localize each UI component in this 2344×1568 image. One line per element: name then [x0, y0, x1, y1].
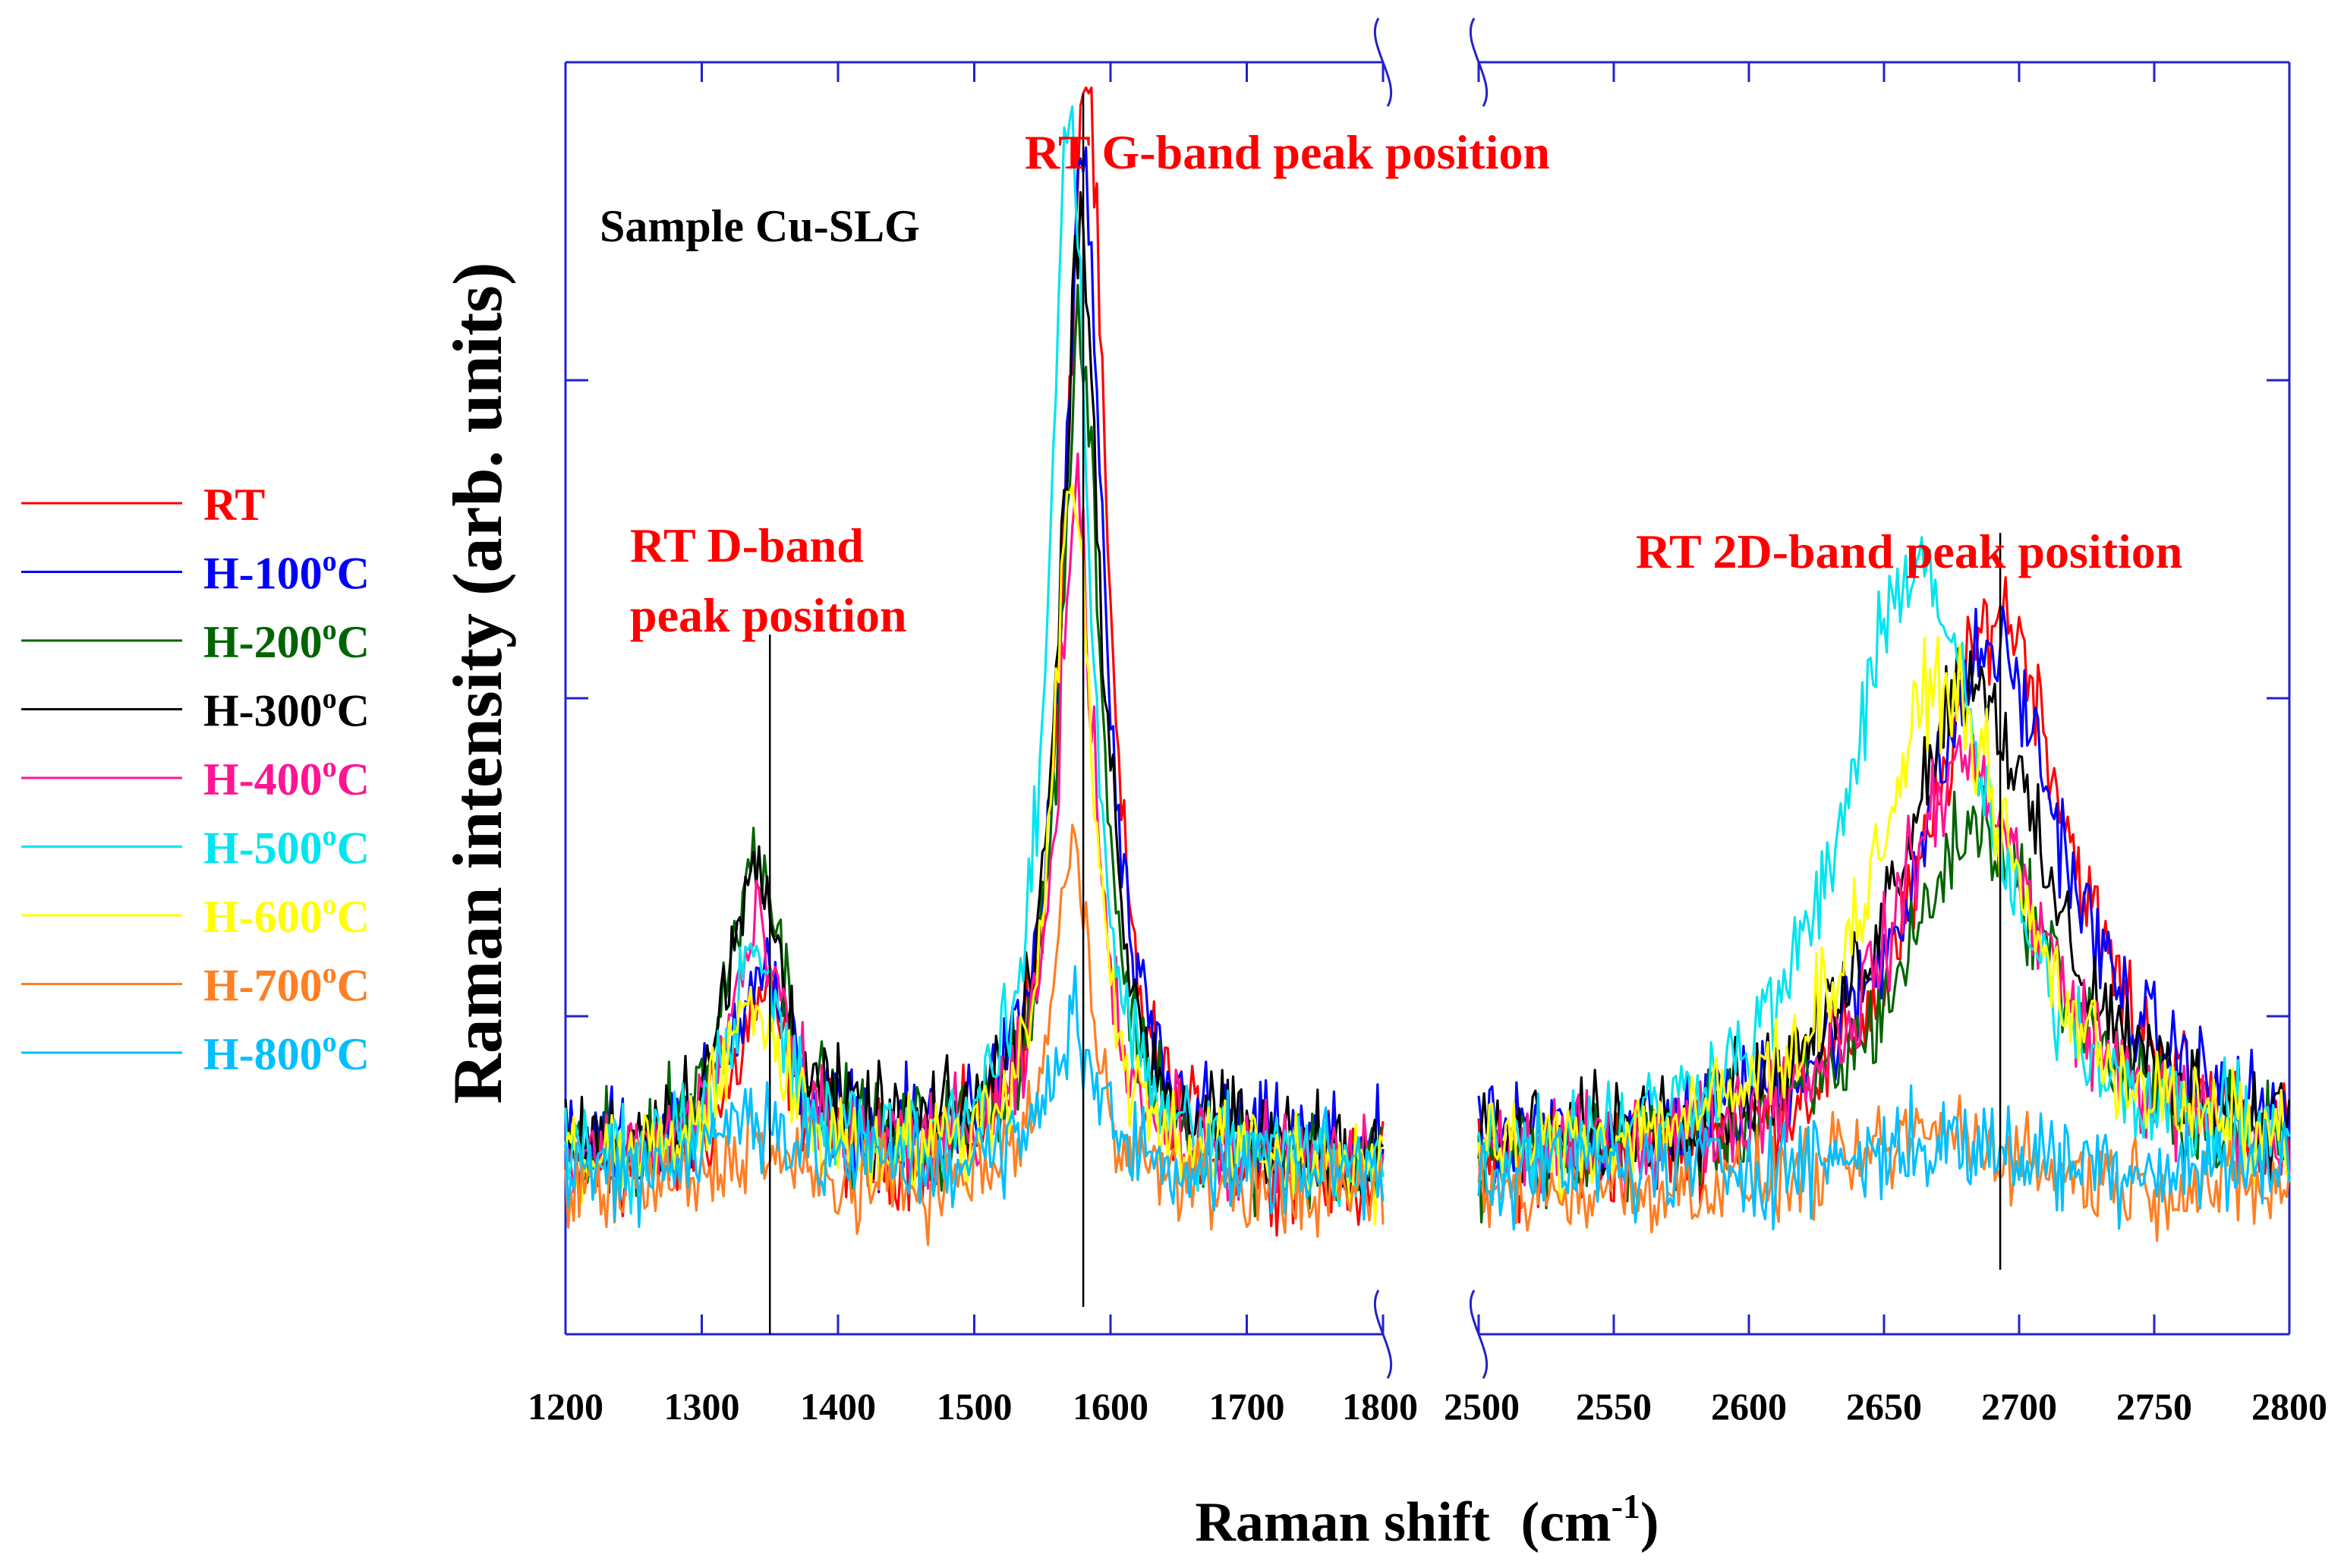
series-line — [564, 965, 1385, 1229]
reference-label: RT D-band — [630, 518, 864, 572]
legend-label: H-700oC — [203, 958, 370, 1011]
reference-label: peak position — [630, 588, 907, 642]
x-tick-label: 2600 — [1711, 1385, 1787, 1428]
series-line — [564, 284, 1384, 1218]
series-line — [1477, 1084, 2291, 1231]
legend-label: H-200oC — [203, 614, 370, 667]
x-tick-label: 1400 — [800, 1385, 876, 1428]
series-line — [564, 86, 1385, 1237]
x-tick-label: 1700 — [1209, 1385, 1285, 1428]
series-line — [564, 190, 1385, 1207]
x-axis-label: Raman shift (cm-1) — [1195, 1487, 1659, 1554]
series-layer — [564, 86, 2291, 1246]
series-h-100 — [564, 146, 2291, 1194]
x-tick-label: 2500 — [1444, 1385, 1520, 1428]
sample-label: Sample Cu-SLG — [600, 201, 920, 251]
x-tick-label: 2800 — [2251, 1385, 2327, 1428]
x-tick-label: 1500 — [937, 1385, 1013, 1428]
y-axis-label: Raman intensity (arb. units) — [439, 262, 516, 1104]
x-tick-label: 2750 — [2116, 1385, 2192, 1428]
reference-label: RT 2D-band peak position — [1636, 524, 2182, 578]
x-axis-label-text: Raman shift — [1195, 1491, 1490, 1554]
series-h-800 — [564, 965, 2291, 1231]
legend-label: H-500oC — [203, 820, 370, 874]
legend-label: H-800oC — [203, 1026, 370, 1079]
x-tick-label: 1300 — [664, 1385, 740, 1428]
x-axis-unit-sup: -1 — [1612, 1487, 1640, 1525]
legend-label: RT — [203, 480, 265, 530]
legend-label: H-600oC — [203, 889, 370, 942]
series-h-300 — [564, 190, 2291, 1207]
x-tick-label: 2650 — [1846, 1385, 1922, 1428]
series-line — [564, 105, 1385, 1215]
x-axis-unit-close: ) — [1640, 1491, 1659, 1554]
x-tick-label: 1600 — [1073, 1385, 1148, 1428]
reference-label: RT G-band peak position — [1025, 125, 1550, 179]
axis-labels: Raman intensity (arb. units) Sample Cu-S… — [439, 201, 920, 1104]
tick-labels: 1200 1300 1400 1500 1600 1700 1800 2500 2550 2600… — [528, 1385, 2327, 1428]
x-tick-label: 2700 — [1981, 1385, 2057, 1428]
x-tick-label: 2550 — [1576, 1385, 1652, 1428]
reference-lines: RT D-band peak position RT G-band peak pos… — [630, 93, 2182, 1334]
x-tick-label: 1800 — [1342, 1385, 1418, 1428]
series-line — [564, 146, 1385, 1194]
legend: RT H-100oC H-200oC H-300oC H-400oC H-500oC H-6… — [21, 480, 370, 1079]
legend-label: H-400oC — [203, 751, 370, 804]
x-tick-label: 1200 — [528, 1385, 603, 1428]
x-axis-unit: (cm — [1520, 1491, 1611, 1554]
legend-label: H-300oC — [203, 683, 370, 736]
legend-label: H-100oC — [203, 546, 370, 599]
